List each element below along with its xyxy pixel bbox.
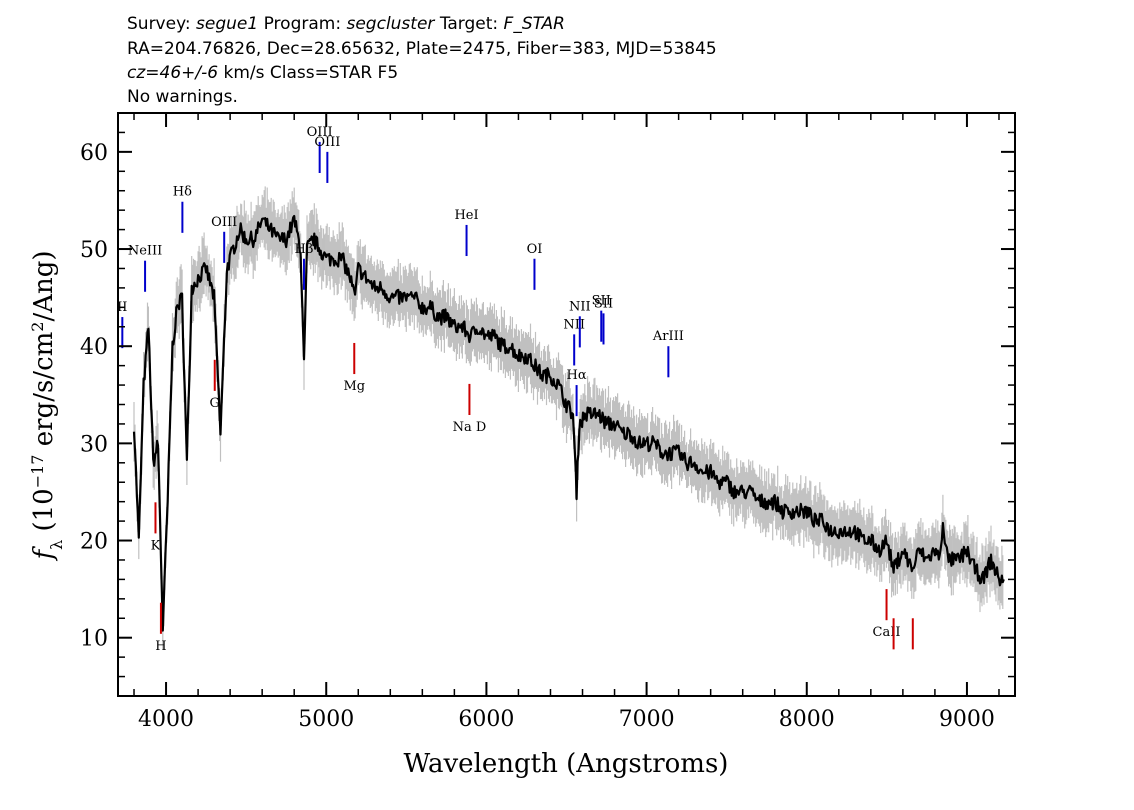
program-value: segcluster xyxy=(346,14,435,34)
emission-line-label: NeIII xyxy=(128,244,162,259)
y-tick-label: 40 xyxy=(80,335,108,360)
emission-line-label: NII xyxy=(563,317,585,332)
error-band xyxy=(133,186,1004,649)
x-tick-label: 6000 xyxy=(458,707,514,732)
target-label: Target: xyxy=(439,14,499,34)
emission-line-label: SII xyxy=(594,296,613,311)
redshift-value: cz=46+/-6 xyxy=(127,63,219,83)
target-value: F_STAR xyxy=(503,14,565,34)
survey-label: Survey: xyxy=(127,14,191,34)
header-line-3: cz=46+/-6 km/s Class=STAR F5 xyxy=(127,63,398,83)
emission-line-label: OIII xyxy=(307,125,333,140)
y-tick-label: 20 xyxy=(80,530,108,555)
axis-ticks: 4000 5000 6000 7000 8000 9000 10 20 30 40 50 60 xyxy=(80,112,1015,732)
y-tick-label: 30 xyxy=(80,432,108,457)
absorption-line-label: Mg xyxy=(343,379,365,394)
emission-line-label: ArIII xyxy=(652,329,684,344)
absorption-line-label: CaII xyxy=(873,625,901,640)
emission-line-label: NII xyxy=(569,299,591,314)
header-line-4: No warnings. xyxy=(127,87,238,107)
emission-line-label: OIII xyxy=(211,215,237,230)
absorption-line-label: H xyxy=(155,639,166,654)
header-line-1: Survey: segue1 Program: segcluster Targe… xyxy=(127,14,565,34)
spectrum-line-group xyxy=(132,214,1005,632)
y-tick-label: 10 xyxy=(80,627,108,652)
emission-line-label: Hβ xyxy=(295,242,314,257)
absorption-line-label: Na D xyxy=(453,420,487,435)
emission-line-label: HeI xyxy=(454,208,478,223)
emission-line-label: OI xyxy=(527,242,543,257)
spectrum-line xyxy=(132,214,1005,632)
x-tick-label: 7000 xyxy=(619,707,675,732)
emission-line-label: OIII xyxy=(314,135,340,150)
x-tick-label: 9000 xyxy=(939,707,995,732)
class-text: km/s Class=STAR F5 xyxy=(218,63,399,83)
emission-line-label: Hδ xyxy=(173,185,192,200)
program-label: Program: xyxy=(263,14,342,34)
header-line-2: RA=204.76826, Dec=28.65632, Plate=2475, … xyxy=(127,39,717,59)
y-tick-label: 50 xyxy=(80,238,108,263)
y-tick-label: 60 xyxy=(80,141,108,166)
emission-line-label: Hα xyxy=(567,368,587,383)
absorption-line-label: G xyxy=(210,396,220,411)
x-tick-label: 8000 xyxy=(779,707,835,732)
survey-value: segue1 xyxy=(196,14,259,34)
absorption-line-label: K xyxy=(151,538,161,553)
y-axis-title-text: fλ (10−17 erg/s/cm2/Ang) xyxy=(28,250,66,561)
x-axis-title: Wavelength (Angstroms) xyxy=(404,749,729,779)
x-tick-label: 4000 xyxy=(138,707,194,732)
y-axis-title: fλ (10−17 erg/s/cm2/Ang) xyxy=(28,250,66,561)
emission-line-label: SII xyxy=(592,294,611,309)
x-tick-label: 5000 xyxy=(298,707,354,732)
